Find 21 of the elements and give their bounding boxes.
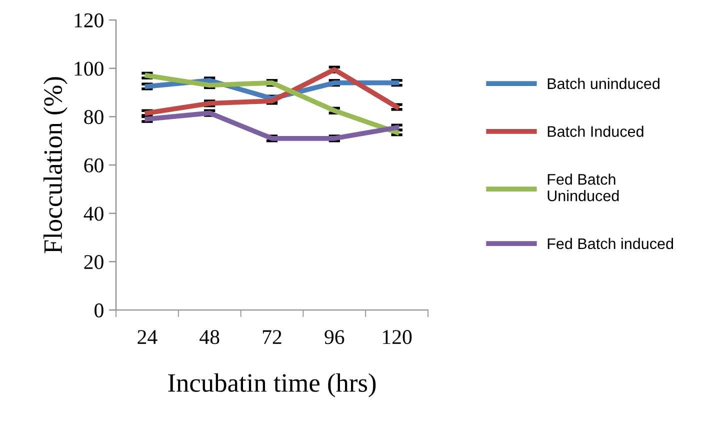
x-tick-label: 48 [200,330,220,344]
y-tick-label: 40 [84,206,104,221]
y-tick-label: 20 [84,255,104,270]
line-series [144,67,400,116]
x-tick-label: 24 [138,330,158,344]
y-tick-label: 100 [74,62,104,76]
legend-label: Batch Induced [548,126,644,137]
y-tick-label: 60 [84,158,104,172]
y-tick-label: 120 [74,13,104,28]
y-axis-title: Flocculation (%) [43,77,68,254]
legend-label: Fed Batch induced [548,238,674,250]
x-tick-label: 96 [324,330,344,344]
y-tick-label: 80 [84,110,104,124]
line-series [144,73,400,135]
legend-label: Batch uninduced [548,78,660,90]
x-tick-label: 72 [262,330,282,344]
x-tick-label: 120 [383,330,412,344]
y-tick-label: 0 [94,303,104,318]
line-series [144,110,400,141]
x-axis-title: Incubatin time (hrs) [168,373,376,398]
legend-label: Fed Batch Uninduced [548,174,619,202]
